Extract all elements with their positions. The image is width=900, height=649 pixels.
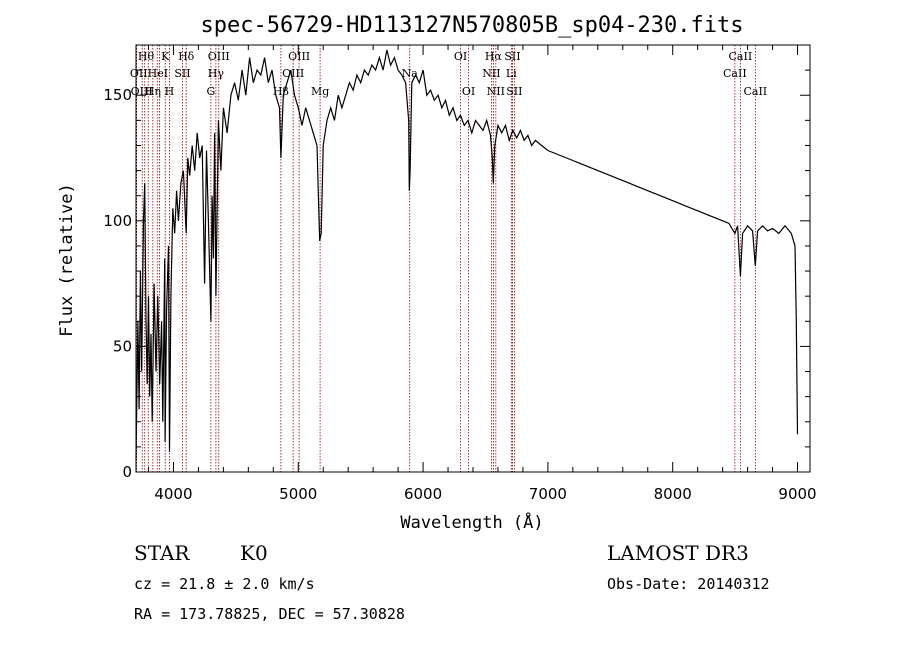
spectral-line-label: K — [161, 50, 170, 63]
x-tick-label: 6000 — [404, 485, 442, 503]
spectral-line-label: OI — [462, 85, 475, 98]
spectrum-line — [135, 49, 799, 460]
spectral-line-label: Mg — [311, 85, 329, 98]
obs-date-text: Obs-Date: 20140312 — [607, 575, 770, 593]
survey-name: LAMOST DR3 — [607, 541, 749, 565]
x-axis-label: Wavelength (Å) — [400, 511, 543, 533]
spectral-line-label: Hα — [485, 50, 503, 63]
y-axis-label: Flux (relative) — [57, 183, 77, 337]
redshift-text: cz = 21.8 ± 2.0 km/s — [134, 575, 315, 593]
spectral-line-label: SII — [504, 50, 520, 63]
object-subclass: K0 — [240, 541, 268, 565]
y-tick-label: 0 — [122, 463, 132, 481]
spectral-line-label: H — [165, 85, 175, 98]
spectral-line-label: SII — [174, 67, 190, 80]
spectral-line-label: NII — [487, 85, 505, 98]
spectral-line-label: Li — [506, 67, 517, 80]
y-tick-label: 150 — [103, 86, 132, 104]
coordinates-text: RA = 173.78825, DEC = 57.30828 — [134, 605, 405, 623]
spectral-line-label: Hη — [145, 85, 161, 98]
spectral-line-label: NII — [482, 67, 500, 80]
x-tick-label: 8000 — [654, 485, 692, 503]
chart-title: spec-56729-HD113127N570805B_sp04-230.fit… — [200, 13, 743, 38]
spectral-line-label: CaII — [723, 67, 747, 80]
plot-frame — [135, 44, 811, 473]
spectral-line-label: OIII — [288, 50, 310, 63]
spectral-line-label: OII — [130, 67, 148, 80]
spectral-line-label: Hδ — [178, 50, 195, 63]
x-axis: 4000 5000 6000 7000 8000 9000 — [147, 45, 817, 503]
spectral-line-label: CaII — [743, 85, 767, 98]
spectral-line-label: Na — [402, 67, 419, 80]
y-axis: 0 50 100 150 — [103, 44, 810, 481]
spectral-line-label: CaII — [729, 50, 753, 63]
spectral-line-label: HeI — [148, 67, 168, 80]
info-panel: STAR K0 LAMOST DR3 cz = 21.8 ± 2.0 km/s … — [134, 541, 770, 623]
x-tick-label: 7000 — [529, 485, 567, 503]
y-tick-label: 100 — [103, 212, 132, 230]
x-tick-label: 9000 — [778, 485, 816, 503]
spectral-line-label: OI — [454, 50, 467, 63]
spectral-line-label: Hθ — [138, 50, 155, 63]
spectral-line-label: OIII — [282, 67, 304, 80]
y-tick-label: 50 — [113, 337, 132, 355]
spectral-line-label: G — [206, 85, 215, 98]
x-tick-label: 5000 — [279, 485, 317, 503]
spectral-line-label: OIII — [208, 50, 230, 63]
object-class: STAR — [134, 541, 190, 565]
spectral-line-label: SII — [506, 85, 522, 98]
spectral-line-label: Hγ — [208, 67, 225, 80]
x-tick-label: 4000 — [154, 485, 192, 503]
